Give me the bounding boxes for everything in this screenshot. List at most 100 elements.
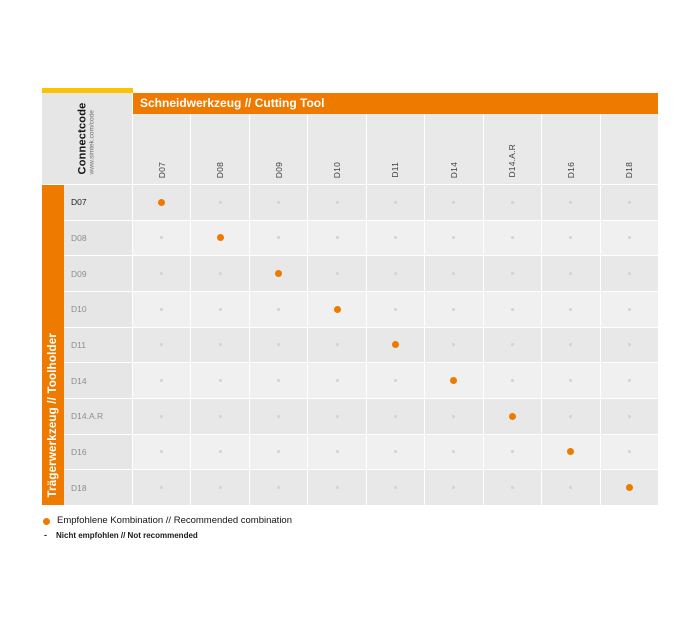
matrix-cell-D16-D14.A.R <box>483 434 542 470</box>
matrix-cell-D14.A.R-D11 <box>366 399 425 434</box>
row-header-D14: D14 <box>64 363 132 398</box>
legend-recommended-dot-icon <box>43 518 50 525</box>
not-recommended-marker-icon <box>218 379 222 383</box>
matrix-cell-D09-D11 <box>366 256 425 291</box>
not-recommended-marker-icon <box>452 236 456 240</box>
matrix-cell-D14-D11 <box>366 363 425 398</box>
matrix-cell-D09-D18 <box>600 256 658 291</box>
not-recommended-marker-icon <box>160 272 164 276</box>
matrix-cell-D07-D09 <box>249 185 308 220</box>
not-recommended-marker-icon <box>277 379 281 383</box>
not-recommended-marker-icon <box>569 379 573 383</box>
column-header-D11: D11 <box>366 114 425 184</box>
not-recommended-marker-icon <box>510 343 514 347</box>
matrix-cell-D16-D08 <box>191 434 249 470</box>
not-recommended-marker-icon <box>569 272 573 276</box>
not-recommended-marker-icon <box>393 236 397 240</box>
matrix-cell-D18-D08 <box>191 470 249 505</box>
matrix-cell-D14.A.R-D14 <box>425 399 483 434</box>
not-recommended-marker-icon <box>452 307 456 311</box>
matrix-cell-D16-D07 <box>133 434 191 470</box>
row-header-D09: D09 <box>64 256 132 291</box>
matrix-cell-D08-D07 <box>133 220 191 256</box>
not-recommended-marker-icon <box>393 379 397 383</box>
not-recommended-marker-icon <box>335 450 339 454</box>
matrix-cell-D08-D09 <box>249 220 308 256</box>
matrix-cell-D14-D09 <box>249 363 308 398</box>
not-recommended-marker-icon <box>335 486 339 490</box>
not-recommended-marker-icon <box>569 307 573 311</box>
not-recommended-marker-icon <box>218 450 222 454</box>
matrix-cell-D16-D10 <box>308 434 366 470</box>
not-recommended-marker-icon <box>277 236 281 240</box>
not-recommended-marker-icon <box>393 272 397 276</box>
column-header-label: D09 <box>273 161 284 178</box>
column-header-label: D18 <box>624 161 635 178</box>
matrix-cell-D16-D18 <box>600 434 658 470</box>
row-header-D10: D10 <box>64 292 132 327</box>
recommended-dot-icon <box>625 484 633 492</box>
not-recommended-marker-icon <box>335 200 339 204</box>
column-header-D14.A.R: D14.A.R <box>483 114 542 184</box>
column-header-D08: D08 <box>191 114 249 184</box>
matrix-cell-D08-D16 <box>542 220 600 256</box>
matrix-cell-D14-D14.A.R <box>483 363 542 398</box>
not-recommended-marker-icon <box>277 343 281 347</box>
matrix-cell-D10-D14 <box>425 292 483 327</box>
matrix-cell-D18-D11 <box>366 470 425 505</box>
matrix-cell-D11-D18 <box>600 327 658 363</box>
matrix-cell-D14.A.R-D10 <box>308 399 366 434</box>
matrix-cell-D11-D07 <box>133 327 191 363</box>
matrix-cell-D11-D14.A.R <box>483 327 542 363</box>
not-recommended-marker-icon <box>277 200 281 204</box>
not-recommended-marker-icon <box>569 414 573 418</box>
not-recommended-marker-icon <box>335 272 339 276</box>
column-header-label: D10 <box>332 161 343 178</box>
matrix-cell-D14.A.R-D18 <box>600 399 658 434</box>
matrix-cell-D18-D14.A.R <box>483 470 542 505</box>
toolholder-header-bar: Trägerwerkzeug // Toolholder <box>42 185 64 505</box>
matrix-cell-D07-D18 <box>600 185 658 220</box>
matrix-cell-D14.A.R-D07 <box>133 399 191 434</box>
matrix-cell-D09-D14 <box>425 256 483 291</box>
column-header-label: D07 <box>156 161 167 178</box>
matrix-cell-D14-D16 <box>542 363 600 398</box>
legend-not-recommended-marker: - <box>44 530 47 540</box>
column-header-label: D11 <box>390 162 401 178</box>
not-recommended-marker-icon <box>452 414 456 418</box>
matrix-cell-D14.A.R-D16 <box>542 399 600 434</box>
matrix-cell-D10-D11 <box>366 292 425 327</box>
not-recommended-marker-icon <box>627 414 631 418</box>
matrix-cell-D07-D14 <box>425 185 483 220</box>
matrix-cell-D18-D18 <box>600 470 658 505</box>
matrix-cell-D18-D16 <box>542 470 600 505</box>
matrix-cell-D14.A.R-D14.A.R <box>483 399 542 434</box>
not-recommended-marker-icon <box>627 343 631 347</box>
not-recommended-marker-icon <box>510 272 514 276</box>
column-header-D14: D14 <box>425 114 483 184</box>
not-recommended-marker-icon <box>277 486 281 490</box>
column-header-D10: D10 <box>308 114 366 184</box>
row-header-D07: D07 <box>64 185 132 220</box>
matrix-cell-D09-D10 <box>308 256 366 291</box>
not-recommended-marker-icon <box>627 450 631 454</box>
matrix-cell-D11-D14 <box>425 327 483 363</box>
not-recommended-marker-icon <box>160 343 164 347</box>
not-recommended-marker-icon <box>160 379 164 383</box>
recommended-dot-icon <box>391 341 399 349</box>
matrix-cell-D10-D07 <box>133 292 191 327</box>
column-header-D09: D09 <box>249 114 308 184</box>
matrix-cell-D11-D09 <box>249 327 308 363</box>
matrix-cell-D16-D09 <box>249 434 308 470</box>
matrix-cell-D10-D08 <box>191 292 249 327</box>
matrix-cell-D16-D11 <box>366 434 425 470</box>
not-recommended-marker-icon <box>569 236 573 240</box>
column-header-D07: D07 <box>133 114 191 184</box>
matrix-cell-D07-D11 <box>366 185 425 220</box>
not-recommended-marker-icon <box>218 200 222 204</box>
matrix-cell-D09-D08 <box>191 256 249 291</box>
row-header-D16: D16 <box>64 434 132 470</box>
not-recommended-marker-icon <box>277 307 281 311</box>
matrix-cell-D08-D10 <box>308 220 366 256</box>
